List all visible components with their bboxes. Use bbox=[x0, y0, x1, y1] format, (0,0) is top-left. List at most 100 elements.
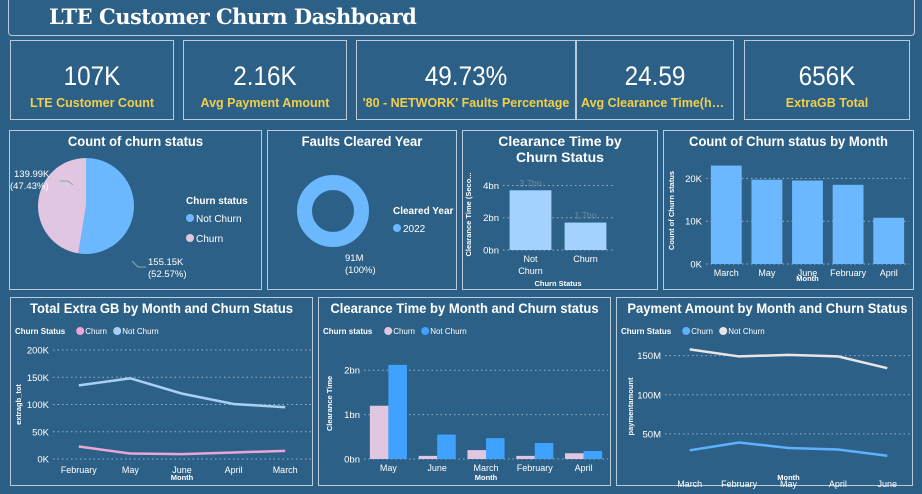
legend-item: Churn bbox=[393, 327, 415, 336]
chart-clearance-by-month[interactable]: Clearance Time by Month and Churn status… bbox=[318, 297, 611, 486]
x-tick-label: May bbox=[380, 463, 398, 473]
legend-marker bbox=[186, 234, 194, 242]
legend-item: Churn bbox=[85, 327, 107, 336]
bar bbox=[832, 184, 864, 264]
x-axis-label: Month bbox=[475, 473, 498, 482]
x-tick-label: February bbox=[61, 465, 98, 475]
legend-title: Churn status bbox=[186, 196, 248, 207]
y-tick-label: 50K bbox=[32, 427, 50, 438]
kpi-label: '80 - NETWORK' Faults Percentage bbox=[362, 96, 570, 110]
kpi-card-extragb-total[interactable]: 656K ExtraGB Total bbox=[744, 40, 910, 120]
x-tick-label: May bbox=[780, 479, 798, 489]
series-line-not-churn bbox=[689, 348, 888, 370]
x-axis-label: Month bbox=[796, 274, 819, 283]
x-tick-label: March bbox=[473, 463, 498, 473]
x-axis-label: Month bbox=[777, 473, 800, 482]
chart-clearance-by-churn[interactable]: Clearance Time by Churn Status 0bn 2bn 4bn… bbox=[462, 130, 658, 290]
chart-faults-cleared-year[interactable]: Faults Cleared Year Cleared Year 2022 91M(… bbox=[267, 130, 457, 290]
x-tick-label: April bbox=[575, 463, 593, 473]
chart-title: Faults Cleared Year bbox=[301, 133, 423, 149]
x-tick-label: April bbox=[880, 268, 898, 278]
x-tick-label: April bbox=[225, 465, 243, 475]
y-tick-label: 20K bbox=[685, 174, 703, 185]
y-axis-label: Clearance Time (Seco... bbox=[464, 172, 473, 256]
header-bar: LTE Customer Churn Dashboard bbox=[8, 0, 915, 36]
legend-marker bbox=[719, 327, 728, 335]
x-tick-label: June bbox=[427, 463, 447, 473]
x-tick-label: May bbox=[758, 268, 776, 278]
chart-title: Clearance Time by Churn Status bbox=[498, 133, 622, 165]
kpi-card-network-faults[interactable]: 49.73% '80 - NETWORK' Faults Percentage bbox=[356, 40, 576, 120]
bar bbox=[509, 190, 552, 250]
kpi-label: Avg Clearance Time(hou... bbox=[581, 96, 733, 110]
kpi-label: ExtraGB Total bbox=[785, 96, 869, 110]
kpi-card-avg-payment[interactable]: 2.16K Avg Payment Amount bbox=[183, 40, 347, 120]
data-label: (52.57%) bbox=[148, 269, 187, 280]
leader-line bbox=[60, 180, 74, 186]
page-title: LTE Customer Churn Dashboard bbox=[49, 4, 417, 29]
legend-marker bbox=[186, 214, 194, 222]
bar bbox=[564, 222, 607, 250]
data-label: 155.15K bbox=[148, 257, 184, 268]
legend-title: Churn status bbox=[323, 327, 373, 336]
chart-count-by-month[interactable]: Count of Churn status by Month 0K 10K 20K C… bbox=[663, 130, 914, 290]
y-tick-label: 0bn bbox=[344, 455, 360, 466]
chart-extra-gb[interactable]: Total Extra GB by Month and Churn Status… bbox=[10, 297, 313, 486]
bar bbox=[565, 453, 584, 459]
legend-marker bbox=[421, 327, 430, 335]
data-label: 139.99K bbox=[14, 169, 50, 180]
bar bbox=[467, 450, 486, 459]
y-tick-label: 1bn bbox=[344, 410, 360, 421]
donut-slice bbox=[297, 175, 369, 247]
bar bbox=[792, 180, 823, 264]
x-axis-label: Churn Status bbox=[534, 279, 581, 288]
legend-item: Not Churn bbox=[122, 327, 158, 336]
x-tick-label: June bbox=[878, 479, 898, 489]
chart-payment-amount[interactable]: Payment Amount by Month and Churn Status… bbox=[616, 297, 913, 489]
bar-chart: 0K 10K 20K Count of Churn status March May Jun… bbox=[667, 165, 909, 283]
legend-item: Not Churn bbox=[430, 327, 466, 336]
y-tick-label: 100M bbox=[637, 390, 661, 401]
x-tick-label: Not bbox=[523, 254, 538, 264]
bar bbox=[388, 364, 407, 459]
kpi-label: LTE Customer Count bbox=[29, 96, 155, 110]
legend-item: Not Churn bbox=[196, 214, 242, 225]
y-tick-label: 2bn bbox=[483, 213, 499, 224]
bar bbox=[437, 434, 456, 459]
x-tick-label: March bbox=[677, 479, 702, 489]
legend-marker bbox=[682, 327, 691, 335]
y-axis-label: Clearance Time bbox=[325, 376, 334, 431]
y-tick-label: 0bn bbox=[483, 246, 499, 257]
data-label: 3.7bn bbox=[519, 178, 542, 188]
data-label: (100%) bbox=[345, 265, 376, 276]
pie-chart: Churn status Not Churn Churn 139.99K(47.43%… bbox=[10, 158, 248, 280]
bar bbox=[873, 217, 905, 264]
series-line-churn bbox=[78, 445, 286, 456]
data-label: 1.7bn bbox=[574, 211, 597, 221]
x-tick-label: February bbox=[721, 479, 758, 489]
legend-marker bbox=[393, 224, 401, 232]
kpi-card-avg-clearance[interactable]: 24.59 Avg Clearance Time(hou... bbox=[576, 40, 734, 120]
bar bbox=[534, 443, 554, 459]
x-axis-label: Month bbox=[171, 473, 194, 482]
legend-title: Cleared Year bbox=[393, 206, 454, 217]
legend-item: Churn bbox=[691, 327, 713, 336]
series-line-not-churn bbox=[78, 377, 286, 409]
x-tick-label: May bbox=[122, 465, 140, 475]
legend-item: 2022 bbox=[403, 224, 426, 235]
y-tick-label: 150K bbox=[27, 373, 50, 384]
kpi-value: 107K bbox=[63, 61, 121, 91]
legend-marker bbox=[113, 327, 122, 335]
kpi-value: 49.73% bbox=[424, 61, 508, 91]
kpi-card-customer-count[interactable]: 107K LTE Customer Count bbox=[10, 40, 174, 120]
pie-slice bbox=[78, 158, 134, 254]
legend-item: Churn bbox=[196, 234, 223, 245]
y-tick-label: 150M bbox=[637, 351, 661, 362]
y-axis-label: Count of Churn status bbox=[667, 171, 676, 250]
chart-count-churn-status[interactable]: Count of churn status Churn status Not Ch… bbox=[9, 130, 262, 290]
line-chart: 0K 50K 100K 150K 200K extragb_tot February May J… bbox=[14, 327, 311, 482]
kpi-value: 24.59 bbox=[624, 61, 686, 91]
y-tick-label: 2bn bbox=[344, 366, 360, 377]
bar-chart: 0bn 1bn 2bn Clearance Time May June March Febru… bbox=[323, 327, 608, 482]
chart-title: Total Extra GB by Month and Churn Status bbox=[29, 300, 294, 316]
